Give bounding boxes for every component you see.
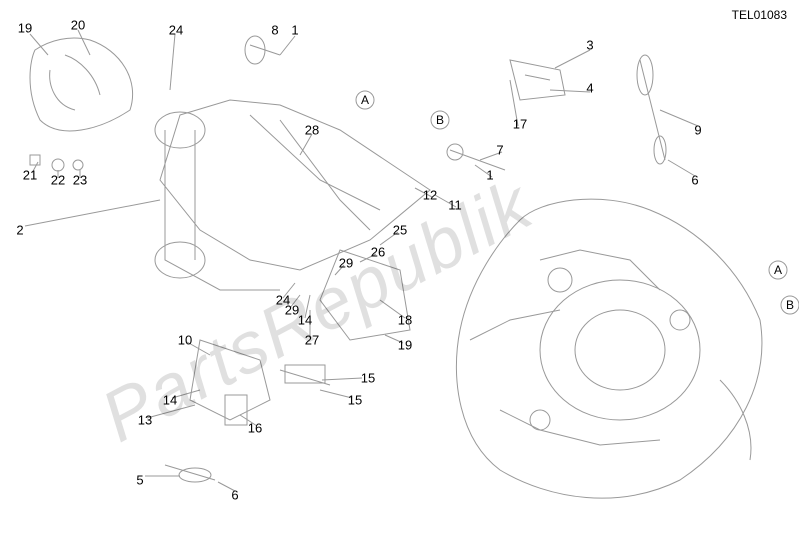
callout-label: 7 (496, 143, 503, 158)
sketch-layer (0, 0, 799, 539)
callout-label: 11 (448, 198, 462, 213)
callout-label: 19 (18, 21, 32, 36)
callout-label: 1 (291, 23, 298, 38)
callout-label: 8 (271, 23, 278, 38)
reference-label: B (786, 298, 794, 312)
callout-label: 24 (169, 23, 183, 38)
reference-label: B (436, 113, 444, 127)
callout-label: 6 (231, 488, 238, 503)
callout-label: 25 (393, 223, 407, 238)
callout-label: 5 (136, 473, 143, 488)
callout-label: 29 (339, 256, 353, 271)
drawing-id-label: TEL01083 (732, 8, 787, 22)
callout-label: 28 (305, 123, 319, 138)
callout-label: 15 (361, 371, 375, 386)
callout-label: 26 (371, 245, 385, 260)
callout-label: 17 (513, 117, 527, 132)
callout-label: 10 (178, 333, 192, 348)
callout-label: 23 (73, 173, 87, 188)
reference-label: A (361, 93, 369, 107)
callout-label: 14 (163, 393, 177, 408)
callout-label: 6 (691, 173, 698, 188)
callout-label: 21 (23, 168, 37, 183)
callout-label: 20 (71, 18, 85, 33)
callout-label: 9 (694, 123, 701, 138)
callout-label: 29 (285, 303, 299, 318)
callout-label: 1 (486, 168, 493, 183)
callout-label: 22 (51, 173, 65, 188)
callout-label: 4 (586, 81, 593, 96)
reference-label: A (774, 263, 782, 277)
callout-label: 19 (398, 338, 412, 353)
diagram-container: PartsRepublik TEL01083 11234566789101112… (0, 0, 799, 539)
callout-label: 27 (305, 333, 319, 348)
callout-label: 15 (348, 393, 362, 408)
callout-label: 3 (586, 38, 593, 53)
callout-label: 18 (398, 313, 412, 328)
callout-label: 16 (248, 421, 262, 436)
callout-label: 14 (298, 313, 312, 328)
callout-label: 13 (138, 413, 152, 428)
callout-label: 2 (16, 223, 23, 238)
watermark-text: PartsRepublik (89, 163, 546, 458)
callout-label: 12 (423, 188, 437, 203)
